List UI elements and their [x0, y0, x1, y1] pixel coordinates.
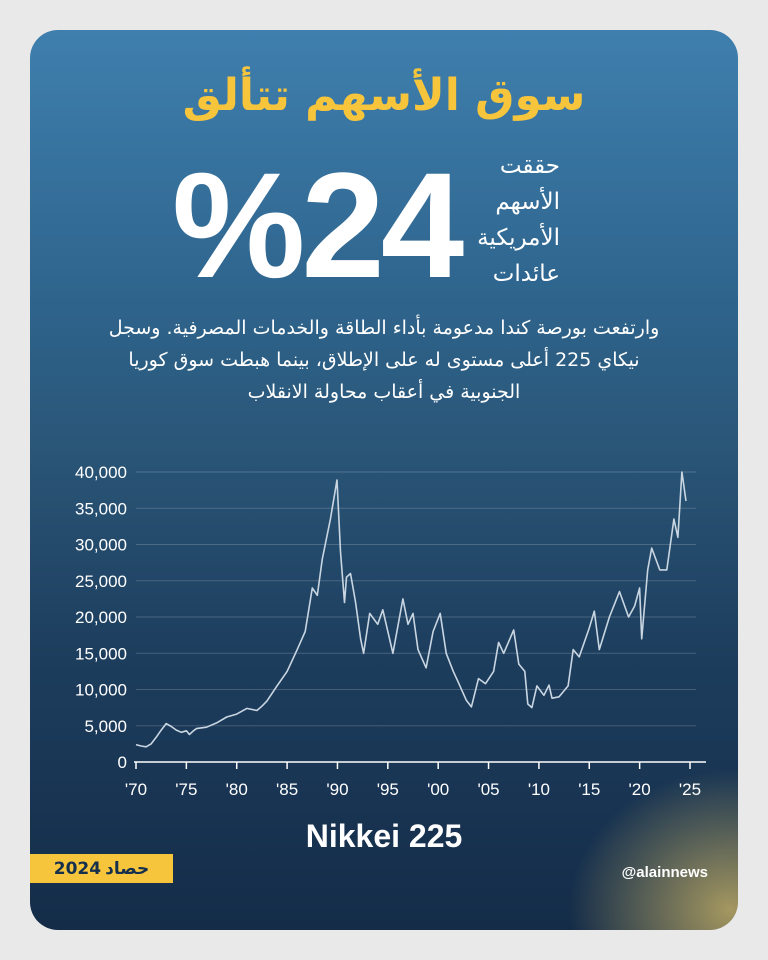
subtitle-line: الأمريكية	[477, 225, 560, 251]
x-tick-label: '15	[578, 780, 600, 799]
y-tick-label: 15,000	[75, 644, 127, 663]
x-tick-label: '10	[528, 780, 550, 799]
harvest-badge: 2024 حصاد	[30, 854, 173, 883]
intro-line: نيكاي 225 أعلى مستوى له على الإطلاق، بين…	[128, 349, 640, 371]
big-percent-figure: %24	[172, 141, 464, 309]
y-tick-label: 30,000	[75, 536, 127, 555]
y-tick-label: 25,000	[75, 572, 127, 591]
headline: سوق الأسهم تتألق	[182, 70, 586, 121]
badge-year: 2024	[53, 858, 102, 879]
intro-line: الجنوبية في أعقاب محاولة الانقلاب	[247, 381, 521, 403]
x-tick-label: '80	[226, 780, 248, 799]
x-tick-label: '05	[477, 780, 499, 799]
y-tick-label: 20,000	[75, 608, 127, 627]
intro-paragraph: وارتفعت بورصة كندا مدعومة بأداء الطاقة و…	[52, 312, 716, 408]
social-handle: @alainnews	[621, 864, 708, 881]
subtitle-line: الأسهم	[495, 189, 560, 215]
subtitle-words: حققت الأسهم الأمريكية عائدات	[430, 148, 560, 292]
y-tick-label: 0	[118, 753, 127, 772]
card-background	[30, 30, 738, 930]
subtitle-line: حققت	[499, 153, 560, 179]
x-tick-label: '85	[276, 780, 298, 799]
x-tick-label: '70	[125, 780, 147, 799]
y-tick-label: 5,000	[84, 717, 127, 736]
chart-title: Nikkei 225	[305, 818, 463, 854]
x-tick-label: '20	[629, 780, 651, 799]
x-tick-label: '00	[427, 780, 449, 799]
x-tick-label: '95	[377, 780, 399, 799]
badge-text: حصاد	[105, 858, 150, 879]
y-tick-label: 40,000	[75, 463, 127, 482]
x-tick-label: '90	[326, 780, 348, 799]
x-tick-label: '75	[175, 780, 197, 799]
x-tick-label: '25	[679, 780, 701, 799]
series-line	[135, 471, 687, 748]
y-tick-label: 10,000	[75, 681, 127, 700]
subtitle-line: عائدات	[492, 261, 560, 287]
intro-line: وارتفعت بورصة كندا مدعومة بأداء الطاقة و…	[108, 317, 660, 339]
y-tick-label: 35,000	[75, 499, 127, 518]
